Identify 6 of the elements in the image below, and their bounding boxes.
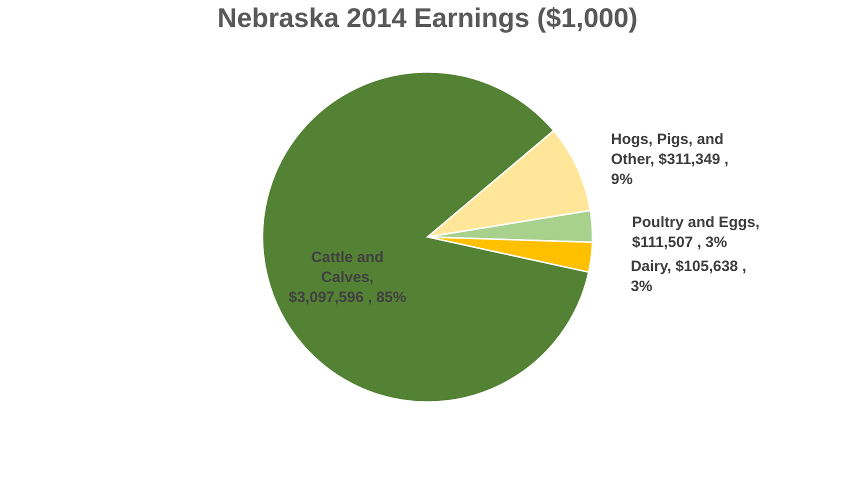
- chart-title: Nebraska 2014 Earnings ($1,000): [217, 3, 638, 33]
- slice-label: Dairy, $105,638 , 3%: [630, 258, 746, 295]
- slice-label: Cattle and Calves, $3,097,596 , 85%: [288, 248, 406, 306]
- slice-label: Poultry and Eggs, $111,507 , 3%: [632, 214, 760, 251]
- pie-slice: [262, 71, 590, 403]
- slice-label: Hogs, Pigs, and Other, $311,349 , 9%: [611, 130, 729, 188]
